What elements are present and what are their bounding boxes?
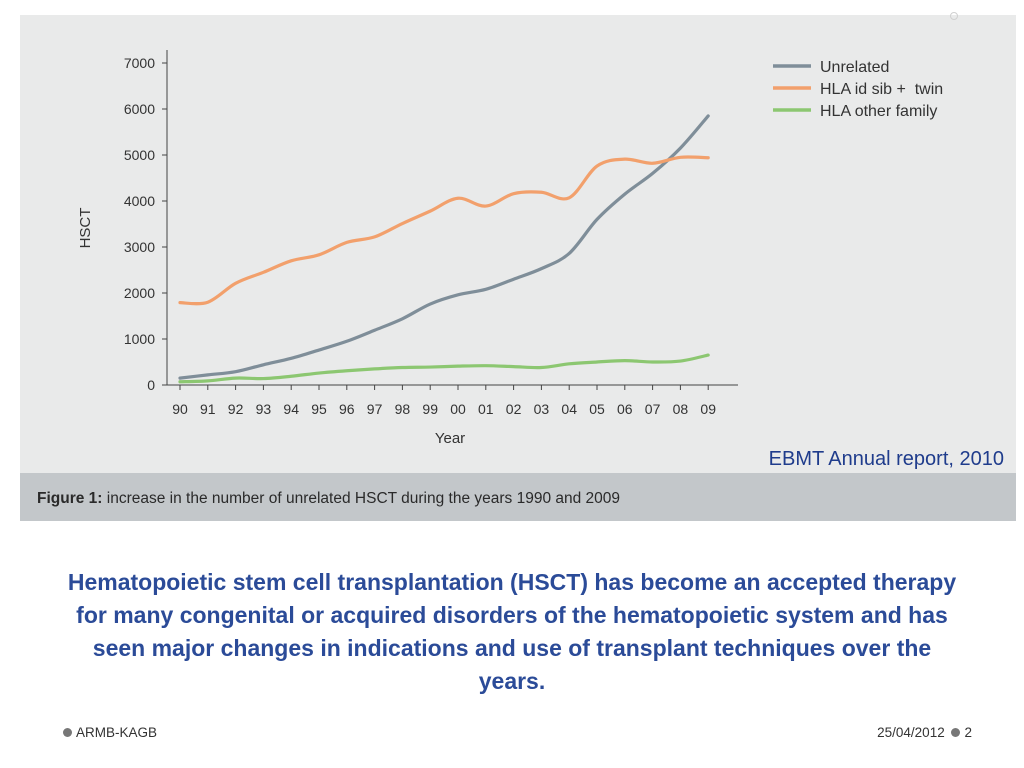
bullet-dot-icon: [63, 727, 72, 737]
x-tick-label: 01: [478, 401, 494, 417]
y-tick-label: 1000: [124, 331, 155, 347]
series-line-2: [178, 353, 710, 384]
caption-text: increase in the number of unrelated HSCT…: [102, 490, 621, 507]
x-tick-label: 91: [200, 401, 216, 417]
x-tick-label: 93: [256, 401, 272, 417]
caption-bar: Figure 1: increase in the number of unre…: [20, 473, 1016, 521]
corner-mark: [950, 12, 958, 20]
series-line-0: [178, 114, 710, 380]
x-tick-label: 09: [700, 401, 716, 417]
y-tick-label: 7000: [124, 55, 155, 71]
x-tick-label: 98: [395, 401, 411, 417]
footer-date: 25/04/2012: [877, 725, 945, 740]
y-tick-label: 2000: [124, 285, 155, 301]
x-tick-label: 00: [450, 401, 466, 417]
x-tick-label: 04: [561, 401, 577, 417]
figure-caption: Figure 1: increase in the number of unre…: [37, 490, 620, 508]
series-line-1: [178, 155, 710, 306]
x-tick-label: 05: [589, 401, 605, 417]
y-tick-label: 3000: [124, 239, 155, 255]
x-tick-label: 99: [422, 401, 438, 417]
x-tick-label: 08: [673, 401, 689, 417]
footer-org: ARMB-KAGB: [76, 725, 158, 740]
x-axis-label: Year: [435, 430, 465, 447]
footer-right: 25/04/2012 2: [877, 725, 972, 740]
x-tick-label: 07: [645, 401, 661, 417]
x-tick-label: 92: [228, 401, 244, 417]
legend-label: HLA id sib + twin: [820, 81, 943, 98]
y-tick-label: 5000: [124, 147, 155, 163]
x-tick-label: 96: [339, 401, 355, 417]
x-tick-label: 95: [311, 401, 327, 417]
x-tick-label: 94: [283, 401, 299, 417]
footer-left: ARMB-KAGB: [63, 725, 157, 740]
legend-label: Unrelated: [820, 59, 889, 76]
y-tick-label: 6000: [124, 101, 155, 117]
y-tick-label: 4000: [124, 193, 155, 209]
bullet-dot-icon: [951, 727, 961, 737]
caption-label: Figure 1:: [37, 490, 103, 507]
y-tick-label: 0: [147, 377, 155, 393]
x-tick-label: 03: [534, 401, 550, 417]
x-tick-label: 02: [506, 401, 522, 417]
x-tick-label: 90: [172, 401, 188, 417]
page-number: 2: [964, 725, 972, 740]
chart-series: [178, 114, 710, 384]
chart-legend: Unrelated HLA id sib + twin HLA other fami…: [773, 59, 943, 120]
source-citation: EBMT Annual report, 2010: [768, 448, 1004, 470]
body-paragraph: Hematopoietic stem cell transplantation …: [67, 569, 957, 694]
y-axis-label: HSCT: [77, 208, 94, 249]
legend-label: HLA other family: [820, 103, 937, 120]
figure-panel: [20, 15, 1016, 473]
x-tick-label: 97: [367, 401, 383, 417]
x-tick-label: 06: [617, 401, 633, 417]
